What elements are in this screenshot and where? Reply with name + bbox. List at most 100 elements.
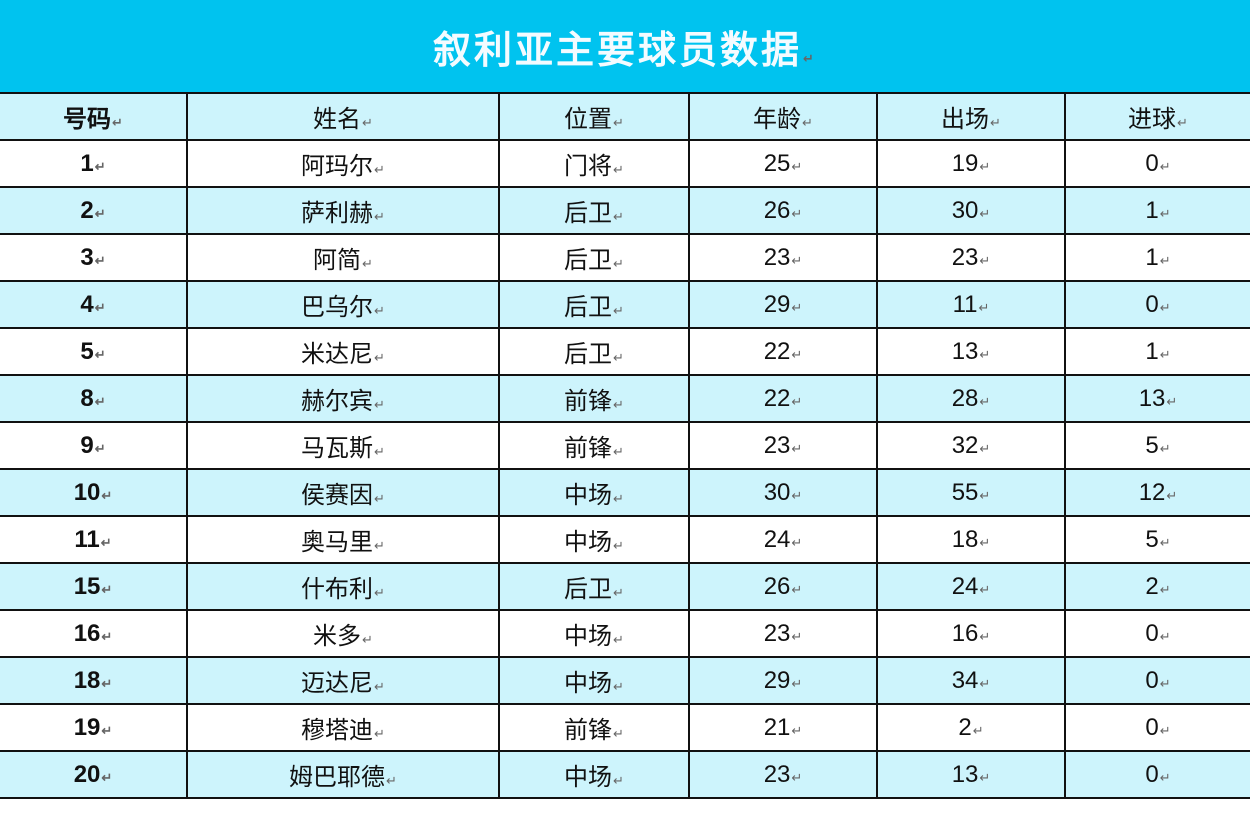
cell-text: 后卫 [564, 340, 624, 368]
column-header-number: 号码 [0, 92, 188, 141]
cell-text: 1 [1145, 244, 1170, 271]
cell-name: 赫尔宾 [186, 374, 500, 423]
cell-text: 5 [80, 338, 105, 365]
cell-number: 16 [0, 609, 188, 658]
column-header-age: 年龄 [688, 92, 878, 141]
cell-text: 5 [1145, 526, 1170, 553]
cell-text: 11 [74, 526, 111, 553]
cell-text: 前锋 [564, 434, 624, 462]
cell-text: 16 [74, 620, 113, 647]
cell-age: 23 [688, 421, 878, 470]
cell-appearances: 13 [876, 327, 1066, 376]
table-row: 11 奥马里 中场 24 18 5 [0, 515, 1250, 564]
cell-age: 29 [688, 656, 878, 705]
cell-goals: 0 [1064, 280, 1250, 329]
column-header-name: 姓名 [186, 92, 500, 141]
cell-name: 萨利赫 [186, 186, 500, 235]
cell-text: 22 [764, 338, 803, 365]
cell-text: 2 [80, 197, 105, 224]
cell-text: 2 [958, 714, 983, 741]
cell-text: 8 [80, 385, 105, 412]
cell-number: 19 [0, 703, 188, 752]
cell-text: 0 [1145, 761, 1170, 788]
cell-text: 中场 [564, 528, 624, 556]
cell-position: 前锋 [498, 703, 690, 752]
cell-text: 迈达尼 [301, 669, 385, 697]
cell-age: 21 [688, 703, 878, 752]
cell-text: 26 [764, 573, 803, 600]
cell-number: 4 [0, 280, 188, 329]
cell-text: 3 [80, 244, 105, 271]
cell-number: 18 [0, 656, 188, 705]
cell-age: 29 [688, 280, 878, 329]
cell-name: 侯赛因 [186, 468, 500, 517]
cell-text: 24 [764, 526, 803, 553]
table-row: 9 马瓦斯 前锋 23 32 5 [0, 421, 1250, 470]
cell-position: 中场 [498, 656, 690, 705]
cell-position: 前锋 [498, 421, 690, 470]
cell-position: 前锋 [498, 374, 690, 423]
cell-text: 阿玛尔 [301, 152, 385, 180]
table-row: 20 姆巴耶德 中场 23 13 0 [0, 750, 1250, 799]
cell-appearances: 23 [876, 233, 1066, 282]
cell-position: 中场 [498, 750, 690, 799]
cell-goals: 1 [1064, 233, 1250, 282]
cell-text: 23 [764, 244, 803, 271]
cell-age: 24 [688, 515, 878, 564]
cell-text: 13 [1139, 385, 1178, 412]
cell-text: 28 [952, 385, 991, 412]
cell-text: 20 [74, 761, 113, 788]
column-header-appearances: 出场 [876, 92, 1066, 141]
cell-text: 13 [952, 338, 991, 365]
cell-age: 23 [688, 750, 878, 799]
cell-goals: 0 [1064, 703, 1250, 752]
cell-text: 萨利赫 [301, 199, 385, 227]
cell-number: 9 [0, 421, 188, 470]
cell-name: 阿简 [186, 233, 500, 282]
cell-goals: 13 [1064, 374, 1250, 423]
cell-text: 1 [1145, 197, 1170, 224]
cell-text: 23 [764, 761, 803, 788]
cell-number: 15 [0, 562, 188, 611]
cell-position: 后卫 [498, 280, 690, 329]
cell-text: 22 [764, 385, 803, 412]
cell-text: 15 [74, 573, 113, 600]
cell-text: 29 [764, 667, 803, 694]
table-row: 2 萨利赫 后卫 26 30 1 [0, 186, 1250, 235]
cell-name: 米达尼 [186, 327, 500, 376]
cell-text: 2 [1145, 573, 1170, 600]
table-row: 1 阿玛尔 门将 25 19 0 [0, 139, 1250, 188]
cell-goals: 0 [1064, 656, 1250, 705]
cell-text: 马瓦斯 [301, 434, 385, 462]
cell-position: 中场 [498, 609, 690, 658]
cell-text: 0 [1145, 714, 1170, 741]
cell-name: 迈达尼 [186, 656, 500, 705]
cell-text: 赫尔宾 [301, 387, 385, 415]
cell-text: 11 [953, 291, 990, 318]
cell-age: 22 [688, 327, 878, 376]
cell-text: 29 [764, 291, 803, 318]
cell-text: 奥马里 [301, 528, 385, 556]
cell-name: 奥马里 [186, 515, 500, 564]
cell-text: 后卫 [564, 293, 624, 321]
cell-appearances: 30 [876, 186, 1066, 235]
cell-text: 米多 [313, 622, 373, 650]
header-label: 姓名 [313, 105, 373, 133]
cell-position: 后卫 [498, 186, 690, 235]
cell-text: 0 [1145, 667, 1170, 694]
table-row: 15 什布利 后卫 26 24 2 [0, 562, 1250, 611]
cell-appearances: 11 [876, 280, 1066, 329]
cell-number: 2 [0, 186, 188, 235]
cell-name: 姆巴耶德 [186, 750, 500, 799]
table-row: 16 米多 中场 23 16 0 [0, 609, 1250, 658]
cell-text: 姆巴耶德 [289, 763, 397, 791]
cell-text: 穆塔迪 [301, 716, 385, 744]
table-title: 叙利亚主要球员数据 [433, 19, 817, 74]
cell-text: 18 [74, 667, 113, 694]
cell-text: 16 [952, 620, 991, 647]
cell-name: 穆塔迪 [186, 703, 500, 752]
table-row: 5 米达尼 后卫 22 13 1 [0, 327, 1250, 376]
cell-text: 前锋 [564, 716, 624, 744]
header-label: 年龄 [753, 105, 813, 133]
cell-text: 19 [952, 150, 991, 177]
